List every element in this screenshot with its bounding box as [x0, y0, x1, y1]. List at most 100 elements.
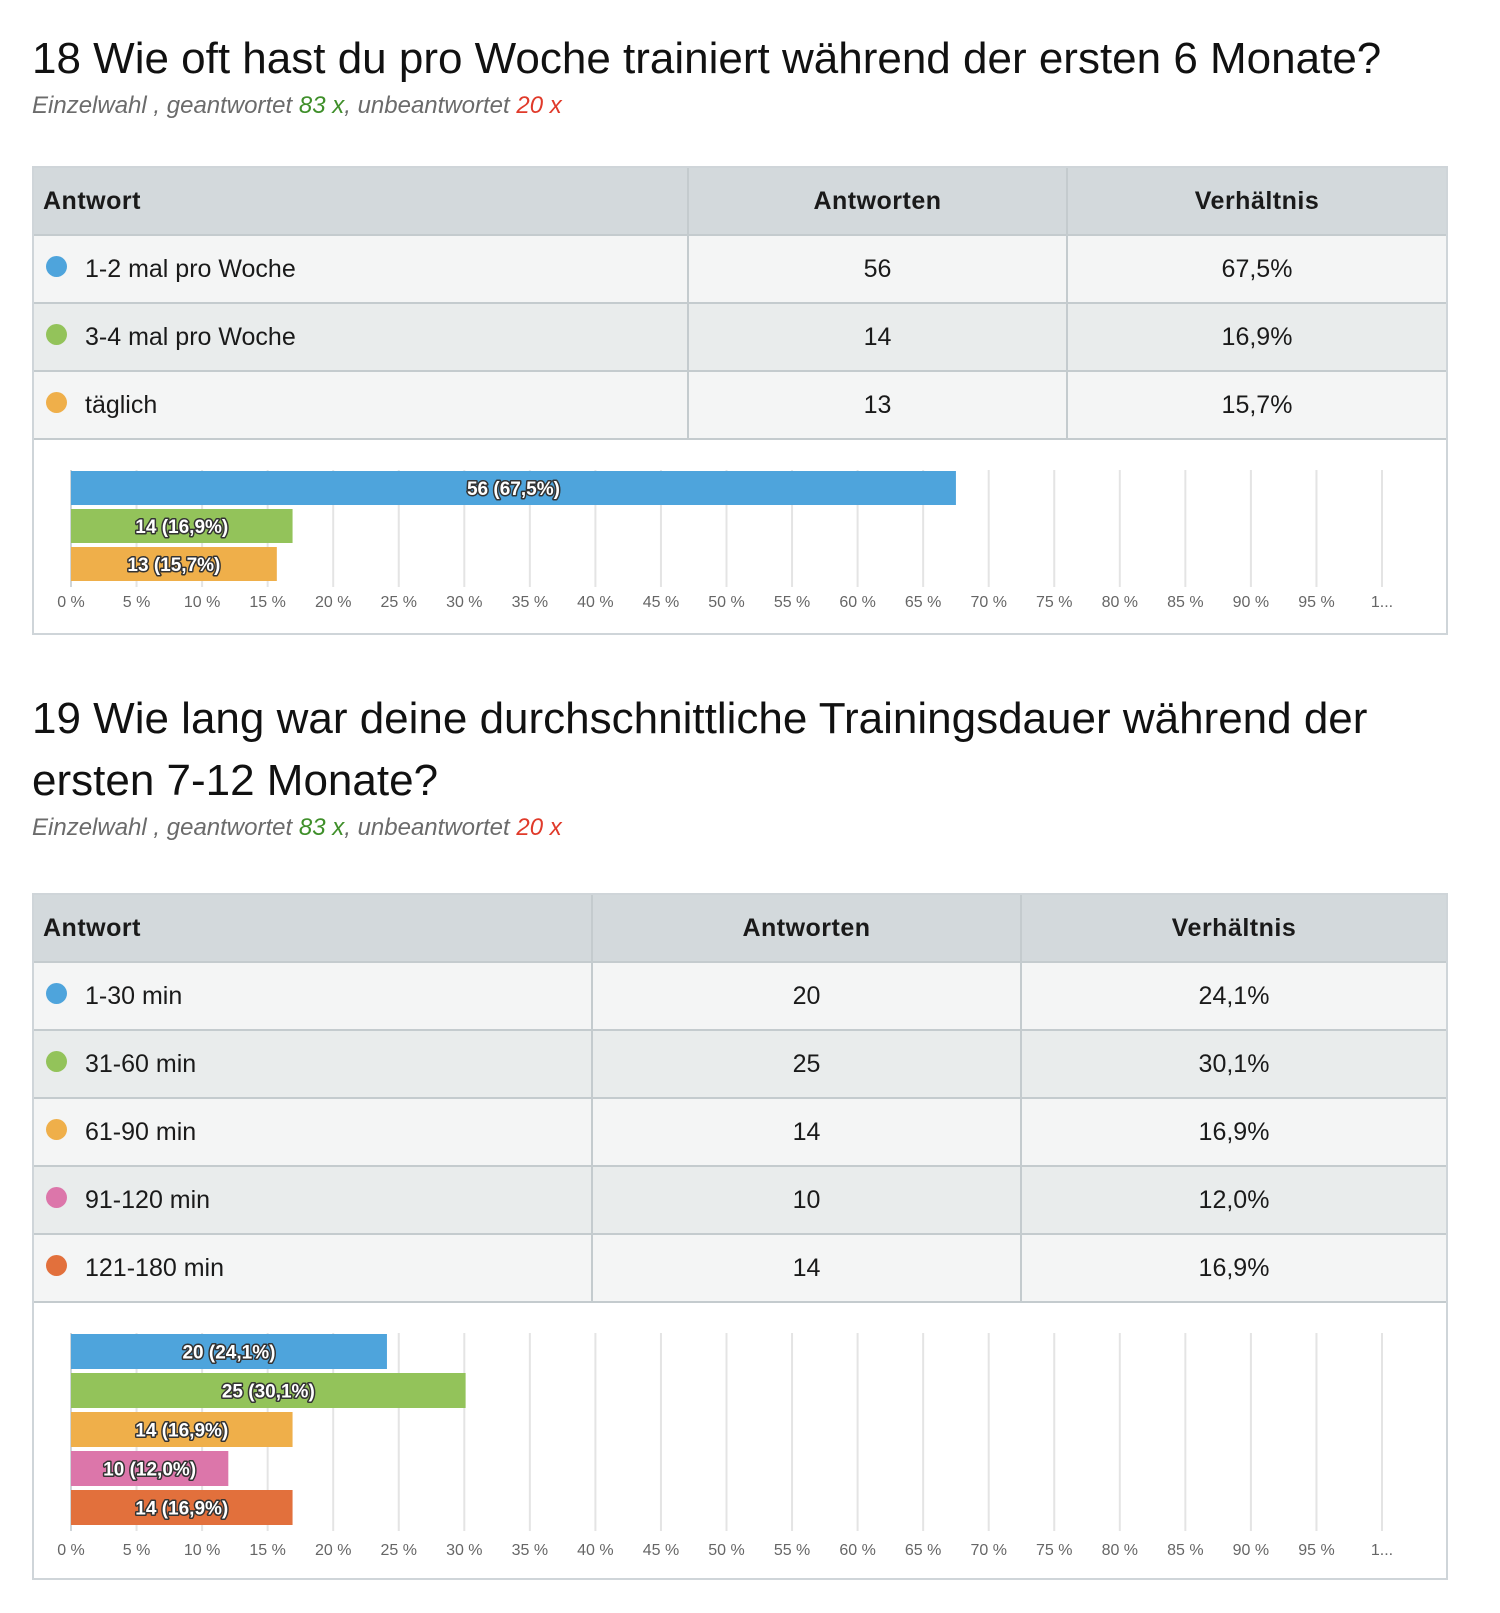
x-tick-label: 55 % [774, 1542, 810, 1559]
bar-data-label: 25 (30,1%) [222, 1382, 315, 1403]
legend-dot [46, 1051, 67, 1073]
answer-ratio: 30,1% [1021, 1030, 1446, 1099]
x-tick-label: 90 % [1233, 1542, 1269, 1559]
x-tick-label: 80 % [1102, 1542, 1138, 1559]
x-tick-label: 80 % [1102, 594, 1138, 611]
question-19: 19 Wie lang war deine durchschnittliche … [32, 688, 1452, 848]
table-row: 91-120 min 10 12,0% [34, 1166, 1446, 1235]
answer-count: 14 [592, 1234, 1022, 1303]
x-tick-label: 20 % [315, 1542, 351, 1559]
bar [71, 1373, 466, 1408]
bar [71, 471, 956, 505]
bar-chart-19: 20 (24,1%) 25 (30,1%) 14 (16,9%) 10 (12,0%)… [34, 1303, 1446, 1598]
x-tick-label: 60 % [839, 1542, 875, 1559]
table-row: 1-2 mal pro Woche 56 67,5% [34, 235, 1446, 304]
answer-count: 14 [592, 1098, 1022, 1167]
legend-dot [46, 256, 67, 278]
question-meta: Einzelwahl , geantwortet 83 x, unbeantwo… [32, 92, 562, 119]
x-tick-label: 75 % [1036, 1542, 1072, 1559]
table-row: 3-4 mal pro Woche 14 16,9% [34, 303, 1446, 372]
x-tick-label: 1... [1371, 1542, 1393, 1559]
x-tick-label: 50 % [708, 594, 744, 611]
results-panel-19: Antwort Antworten Verhältnis 1-30 min 20… [32, 893, 1448, 1580]
answer-label: 3-4 mal pro Woche [85, 322, 296, 351]
x-tick-label: 50 % [708, 1542, 744, 1559]
header-answer: Antwort [34, 168, 689, 236]
x-tick-label: 25 % [381, 594, 417, 611]
bar-chart-svg: 20 (24,1%) 25 (30,1%) 14 (16,9%) 10 (12,0%)… [57, 1333, 1393, 1559]
x-tick-label: 60 % [839, 594, 875, 611]
answer-count: 25 [592, 1030, 1022, 1099]
x-tick-label: 1... [1371, 594, 1393, 611]
bar-data-label: 14 (16,9%) [135, 1499, 228, 1520]
question-title: 19 Wie lang war deine durchschnittliche … [32, 694, 1368, 805]
legend-dot [46, 392, 67, 414]
answer-label: 91-120 min [85, 1185, 211, 1214]
question-type: Einzelwahl [32, 814, 147, 841]
bar-data-label: 13 (15,7%) [127, 555, 220, 576]
x-tick-label: 30 % [446, 1542, 482, 1559]
x-tick-label: 30 % [446, 594, 482, 611]
answer-label: 1-30 min [85, 981, 183, 1010]
answer-count: 56 [688, 235, 1068, 304]
x-tick-label: 40 % [577, 1542, 613, 1559]
answer-label: 61-90 min [85, 1117, 197, 1146]
bar [71, 547, 277, 581]
unanswered-count: 20 x [516, 92, 562, 119]
question-meta: Einzelwahl , geantwortet 83 x, unbeantwo… [32, 814, 562, 841]
x-tick-label: 10 % [184, 1542, 220, 1559]
answer-label: 121-180 min [85, 1253, 224, 1282]
answer-ratio: 16,9% [1021, 1098, 1446, 1167]
x-tick-label: 5 % [123, 594, 151, 611]
answer-ratio: 16,9% [1021, 1234, 1446, 1303]
legend-dot [46, 1119, 67, 1141]
answered-count: 83 x [298, 92, 345, 119]
bar-data-label: 10 (12,0%) [103, 1460, 196, 1481]
table-row: 61-90 min 14 16,9% [34, 1098, 1446, 1167]
table-row: 31-60 min 25 30,1% [34, 1030, 1446, 1099]
answer-ratio: 15,7% [1067, 371, 1446, 440]
x-tick-label: 15 % [249, 594, 285, 611]
table-row: 121-180 min 14 16,9% [34, 1234, 1446, 1303]
answered-label: geantwortet [166, 92, 293, 119]
answer-label: täglich [85, 390, 158, 419]
answer-count: 14 [688, 303, 1068, 372]
x-tick-label: 65 % [905, 1542, 941, 1559]
bar [71, 509, 293, 543]
answer-count: 10 [592, 1166, 1022, 1235]
x-tick-label: 65 % [905, 594, 941, 611]
x-tick-label: 0 % [57, 594, 85, 611]
x-tick-label: 85 % [1167, 1542, 1203, 1559]
x-tick-label: 95 % [1298, 1542, 1334, 1559]
x-tick-label: 15 % [249, 1542, 285, 1559]
x-tick-label: 95 % [1298, 594, 1334, 611]
unanswered-count: 20 x [516, 814, 562, 841]
answer-ratio: 24,1% [1021, 962, 1446, 1031]
bar [71, 1490, 293, 1525]
x-tick-label: 70 % [970, 1542, 1006, 1559]
answer-label: 1-2 mal pro Woche [85, 254, 296, 283]
answer-count: 13 [688, 371, 1068, 440]
x-tick-label: 20 % [315, 594, 351, 611]
bar-data-label: 14 (16,9%) [135, 517, 228, 538]
question-title: 18 Wie oft hast du pro Woche trainiert w… [32, 34, 1382, 83]
bar-chart-18: 56 (67,5%) 14 (16,9%) 13 (15,7%) 0 % 5 % 10 %… [34, 440, 1446, 645]
table-row: täglich 13 15,7% [34, 371, 1446, 440]
bar [71, 1334, 387, 1369]
x-tick-label: 70 % [970, 594, 1006, 611]
x-tick-label: 90 % [1233, 594, 1269, 611]
x-tick-label: 25 % [381, 1542, 417, 1559]
bar [71, 1451, 229, 1486]
answered-label: geantwortet [166, 814, 293, 841]
bar-data-label: 56 (67,5%) [467, 479, 560, 500]
answer-ratio: 16,9% [1067, 303, 1446, 372]
header-answer: Antwort [34, 895, 593, 963]
bar [71, 1412, 293, 1447]
results-table: Antwort Antworten Verhältnis 1-2 mal pro… [34, 168, 1446, 440]
header-ratio: Verhältnis [1021, 895, 1446, 963]
results-panel-18: Antwort Antworten Verhältnis 1-2 mal pro… [32, 166, 1448, 635]
results-table: Antwort Antworten Verhältnis 1-30 min 20… [34, 895, 1446, 1303]
header-ratio: Verhältnis [1067, 168, 1446, 236]
bar-data-label: 20 (24,1%) [182, 1343, 275, 1364]
answer-label: 31-60 min [85, 1049, 197, 1078]
